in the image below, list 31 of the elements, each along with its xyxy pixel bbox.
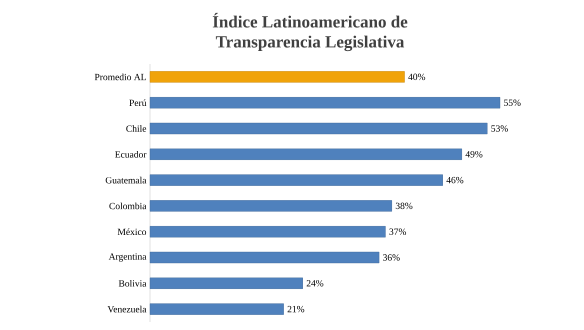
y-tick-label: Promedio AL bbox=[94, 74, 146, 80]
data-label: 38% bbox=[396, 202, 412, 210]
y-tick-label: Venezuela bbox=[108, 306, 146, 312]
y-tick-label: Guatemala bbox=[106, 176, 146, 184]
y-tick-label: Perú bbox=[129, 99, 146, 106]
bar bbox=[150, 278, 303, 290]
data-label: 24% bbox=[306, 280, 324, 287]
y-tick-label: Argentina bbox=[108, 253, 146, 262]
bar bbox=[150, 148, 462, 160]
bar bbox=[150, 122, 488, 134]
data-label: 53% bbox=[491, 125, 508, 132]
y-tick-label: México bbox=[118, 228, 146, 236]
bar bbox=[150, 252, 380, 264]
bar bbox=[150, 226, 386, 238]
y-tick-label: Colombia bbox=[109, 202, 146, 210]
y-tick-label: Ecuador bbox=[115, 150, 146, 158]
data-label: 37% bbox=[389, 228, 406, 235]
bar bbox=[150, 200, 392, 212]
data-label: 46% bbox=[446, 176, 464, 184]
bar bbox=[150, 174, 443, 186]
bar bbox=[150, 303, 284, 315]
data-label: 49% bbox=[466, 151, 482, 158]
y-tick-label: Bolivia bbox=[118, 280, 146, 287]
data-label: 40% bbox=[408, 74, 426, 80]
y-tick-label: Chile bbox=[126, 125, 146, 132]
data-label: 55% bbox=[504, 99, 521, 106]
bar bbox=[150, 71, 405, 83]
data-label: 36% bbox=[383, 254, 400, 261]
bar bbox=[150, 97, 500, 108]
chart-title: Índice Latinoamericano de Transparencia Legislativa bbox=[212, 12, 408, 52]
data-label: 21% bbox=[288, 306, 304, 312]
